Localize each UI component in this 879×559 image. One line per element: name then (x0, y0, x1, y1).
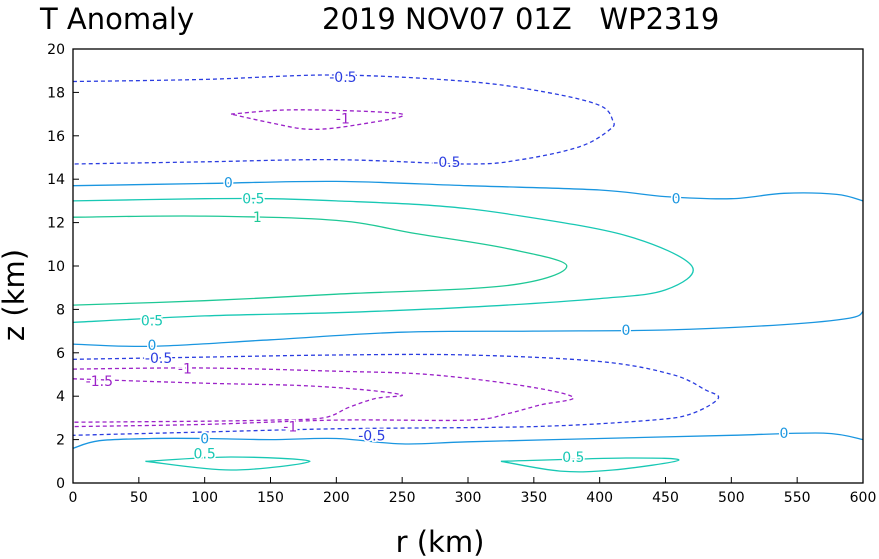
y-tick-label: 18 (47, 85, 65, 101)
contour-label: 0.5 (242, 192, 264, 208)
contour-label: -1 (336, 111, 350, 127)
x-tick-label: 50 (130, 490, 148, 506)
contour-line-8-dashed (72, 378, 403, 423)
contour-label: 0 (780, 426, 789, 442)
x-tick-label: 150 (257, 490, 284, 506)
contour-line-1-dashed (230, 109, 405, 130)
x-tick-label: 100 (191, 490, 218, 506)
x-tick-label: 550 (784, 490, 811, 506)
contour-line-3 (72, 197, 694, 324)
y-tick-label: 0 (56, 476, 65, 492)
contour-line-9 (72, 432, 864, 449)
contour-line-11 (500, 457, 680, 473)
chart-title-left: T Anomaly (39, 2, 194, 36)
contour-line-2 (72, 180, 864, 202)
x-tick-label: 350 (520, 490, 547, 506)
contour-label: 0 (148, 338, 157, 354)
contour-line-10 (145, 456, 311, 471)
contour-line-7-dashed (72, 367, 574, 428)
y-tick-label: 10 (47, 259, 65, 275)
x-tick-label: 300 (455, 490, 482, 506)
contour-label: -1.5 (86, 374, 113, 390)
y-axis-label: z (km) (0, 249, 31, 341)
contour-lines (72, 74, 864, 473)
y-tick-label: 2 (56, 433, 65, 449)
y-tick-label: 16 (47, 129, 65, 145)
x-tick-label: 200 (323, 490, 350, 506)
contour-line-0-dashed (72, 74, 615, 165)
contour-label: -1 (178, 361, 192, 377)
contour-label: -0.5 (329, 70, 356, 86)
x-tick-label: 600 (850, 490, 877, 506)
contour-label: 1 (253, 210, 262, 226)
y-axis: 0 2 4 6 8 10 12 14 16 18 20 (47, 42, 79, 492)
contour-label: 0.5 (194, 447, 216, 463)
y-tick-label: 20 (47, 42, 65, 58)
contour-line-5 (72, 311, 864, 348)
contour-label: 0.5 (141, 313, 163, 329)
x-axis-label: r (km) (396, 525, 485, 559)
plot-frame (72, 48, 864, 484)
contour-label: 0 (200, 432, 209, 448)
x-tick-label: 0 (69, 490, 78, 506)
contour-label: 0 (672, 192, 681, 208)
contour-label: -0.5 (145, 351, 172, 367)
y-tick-label: 8 (56, 302, 65, 318)
y-tick-label: 4 (56, 389, 65, 405)
contour-label: 0 (622, 323, 631, 339)
x-tick-label: 500 (718, 490, 745, 506)
x-tick-label: 450 (652, 490, 679, 506)
y-tick-label: 14 (47, 172, 65, 188)
contour-label: 0 (224, 175, 233, 191)
contour-label: -0.5 (433, 155, 460, 171)
contour-label: 0.5 (562, 450, 584, 466)
x-tick-label: 250 (389, 490, 416, 506)
y-tick-label: 12 (47, 216, 65, 232)
contour-label: -1 (283, 420, 297, 436)
contour-line-4 (72, 215, 568, 306)
y-tick-label: 6 (56, 346, 65, 362)
chart-title-right: 2019 NOV07 01Z WP2319 (322, 2, 719, 36)
contour-label: -0.5 (358, 428, 385, 444)
x-tick-label: 400 (586, 490, 613, 506)
x-axis: 0 50 100 150 200 250 300 350 400 450 500 550 600 (69, 477, 877, 506)
